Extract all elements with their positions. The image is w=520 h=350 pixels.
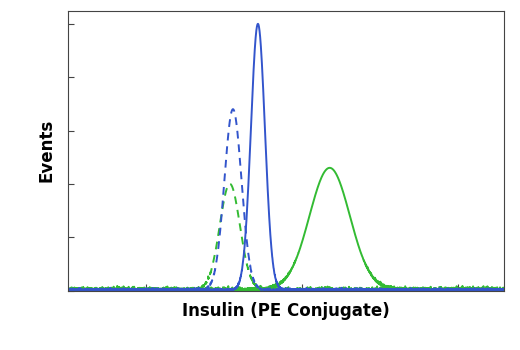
Y-axis label: Events: Events xyxy=(38,119,56,182)
X-axis label: Insulin (PE Conjugate): Insulin (PE Conjugate) xyxy=(182,302,390,320)
